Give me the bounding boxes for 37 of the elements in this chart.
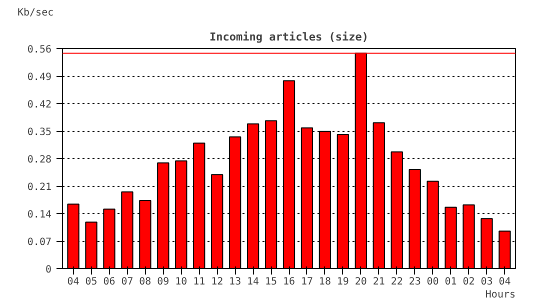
x-tick-label: 01 — [444, 276, 457, 288]
y-tick-label: 0.28 — [27, 154, 52, 166]
x-tick-label: 19 — [336, 276, 349, 288]
y-tick-label: 0 — [45, 264, 52, 276]
x-tick-label: 14 — [247, 276, 260, 288]
x-tick-label: 20 — [354, 276, 367, 288]
x-tick-label: 05 — [85, 276, 98, 288]
x-tick-label: 08 — [139, 276, 152, 288]
x-tick-label: 12 — [211, 276, 224, 288]
y-tick-label: 0.21 — [27, 182, 52, 193]
x-tick-label: 09 — [157, 276, 170, 288]
y-tick-label: 0.56 — [27, 44, 52, 56]
x-tick-label: 11 — [193, 276, 206, 288]
x-tick-label: 16 — [282, 276, 296, 288]
x-tick-label: 07 — [121, 276, 134, 288]
y-tick-label: 0.14 — [27, 210, 52, 220]
x-tick-label: 10 — [175, 276, 188, 288]
x-tick-label: 15 — [265, 276, 278, 288]
x-tick-label: 18 — [318, 276, 331, 288]
x-tick-label: 23 — [408, 276, 421, 288]
x-tick-label: 22 — [390, 276, 403, 288]
y-tick-label: 0.42 — [27, 100, 52, 110]
x-tick-label: 04 — [498, 276, 511, 288]
x-tick-label: 04 — [67, 276, 80, 288]
y-tick-label: 0.49 — [27, 72, 52, 83]
x-tick-label: 21 — [372, 276, 385, 288]
y-tick-label: 0.07 — [27, 237, 52, 248]
x-tick-label: 13 — [229, 276, 242, 288]
chart-title: Incoming articles (size) — [210, 30, 368, 44]
x-tick-label: 03 — [480, 276, 493, 288]
x-tick-label: 02 — [462, 276, 475, 288]
y-tick-label: 0.35 — [27, 127, 52, 138]
y-axis-title: Kb/sec — [18, 8, 54, 18]
x-tick-label: 17 — [300, 276, 314, 288]
x-tick-label: 06 — [103, 276, 116, 288]
x-axis-title: Hours — [485, 290, 516, 300]
x-tick-label: 00 — [426, 276, 439, 288]
